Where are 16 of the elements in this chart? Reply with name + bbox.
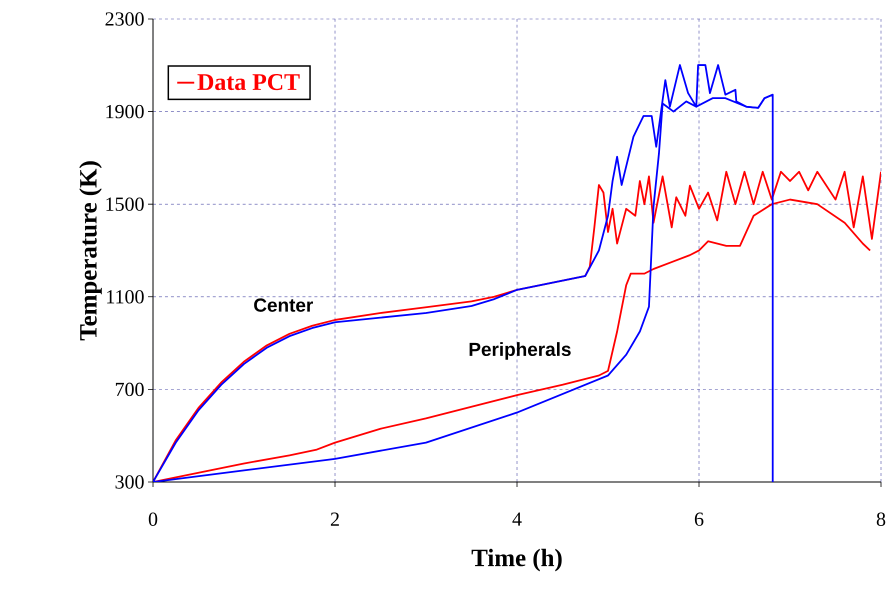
- y-axis-title: Temperature (K): [79, 161, 102, 340]
- y-tick-label: 1100: [107, 290, 144, 304]
- y-tick-label: 300: [116, 475, 144, 489]
- x-tick-label: 6: [694, 512, 704, 526]
- x-axis-title: Time (h): [472, 548, 562, 572]
- y-tick-label: 1500: [106, 197, 144, 211]
- y-tick-label: 2300: [106, 12, 144, 26]
- x-tick-label: 0: [148, 512, 158, 526]
- legend-label: Data PCT: [198, 74, 300, 90]
- x-tick-label: 4: [512, 512, 522, 526]
- annotation: Center: [254, 298, 314, 312]
- x-tick-label: 2: [330, 512, 339, 526]
- x-tick-label: 8: [876, 512, 886, 526]
- y-tick-label: 1900: [106, 104, 144, 118]
- annotation: Peripherals: [470, 342, 571, 360]
- y-tick-label: 700: [116, 382, 144, 396]
